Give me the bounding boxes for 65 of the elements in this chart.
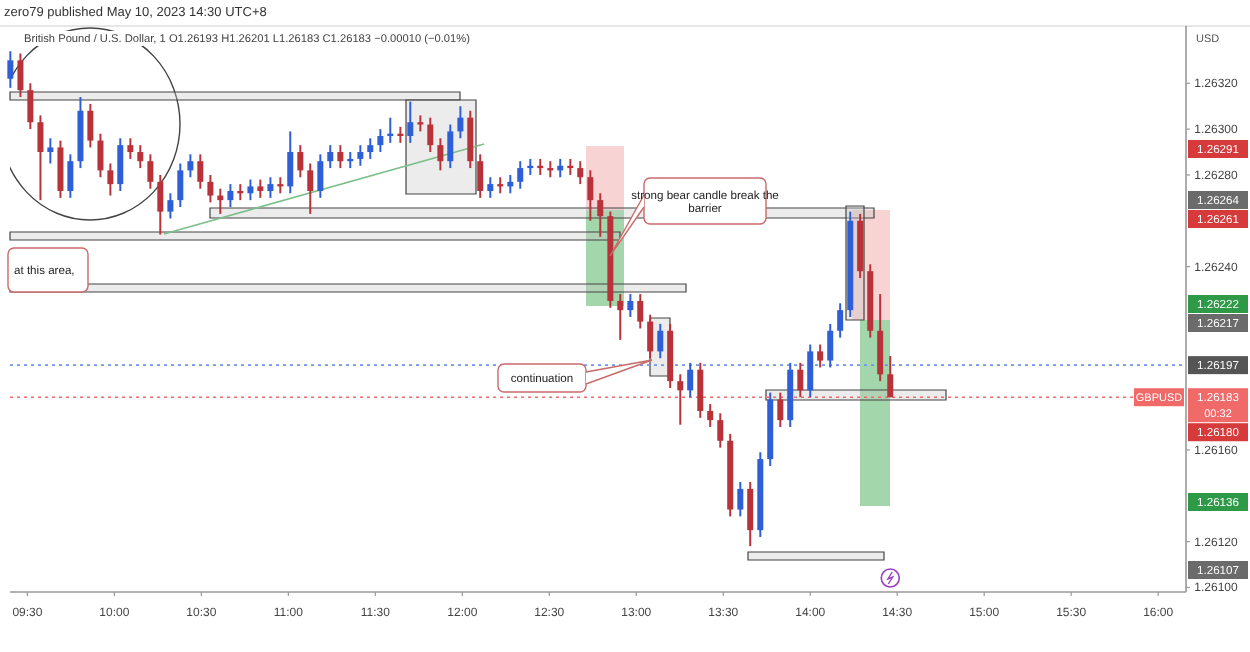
candlestick (17, 52, 24, 99)
candlestick (587, 169, 594, 222)
candlestick (657, 322, 664, 360)
candlestick (677, 373, 684, 426)
candlestick (817, 343, 824, 369)
candlestick (157, 173, 164, 236)
candlestick (27, 82, 34, 131)
candlestick (107, 162, 114, 197)
candlestick (167, 192, 174, 220)
candlestick (317, 153, 324, 199)
candlestick (267, 176, 274, 199)
candlestick (127, 137, 134, 160)
candlestick (517, 160, 524, 190)
candlestick (257, 178, 264, 199)
candlestick (687, 361, 694, 399)
candlestick (707, 403, 714, 429)
candlestick (247, 178, 254, 202)
candlestick (117, 137, 124, 192)
candlestick (627, 293, 634, 319)
candlestick (37, 114, 44, 202)
candlestick (427, 116, 434, 154)
candlestick (797, 361, 804, 399)
candlestick (57, 139, 64, 199)
candlestick (747, 481, 754, 548)
candlestick (7, 50, 14, 89)
candlestick (297, 144, 304, 179)
candlestick (187, 153, 194, 179)
candlestick (357, 144, 364, 167)
candlestick (67, 153, 74, 199)
candlestick (777, 391, 784, 429)
candlestick (337, 144, 344, 170)
candlestick (137, 144, 144, 170)
candlestick (227, 183, 234, 209)
candlestick (477, 153, 484, 199)
candlestick (47, 137, 54, 165)
candlestick (637, 293, 644, 330)
candlestick (177, 162, 184, 209)
candlestick (147, 153, 154, 190)
candlestick (887, 354, 894, 399)
candlestick (837, 302, 844, 339)
candlestick (377, 128, 384, 154)
candlestick (207, 173, 214, 204)
candlestick (877, 293, 884, 383)
candlestick (717, 412, 724, 449)
candlestick (577, 160, 584, 186)
candlestick (287, 130, 294, 195)
candlestick (487, 176, 494, 199)
candlestick (827, 322, 834, 369)
candlestick (617, 293, 624, 341)
candlestick (437, 137, 444, 172)
candlestick (807, 343, 814, 399)
candlestick (407, 100, 414, 144)
candlestick (307, 162, 314, 215)
candlestick (737, 481, 744, 518)
candlestick (87, 102, 94, 149)
candlestick (327, 144, 334, 170)
candlestick (197, 153, 204, 190)
candlestick (367, 137, 374, 160)
candlestick (457, 105, 464, 140)
candlestick (597, 192, 604, 238)
candlestick (97, 132, 104, 179)
candlestick (697, 361, 704, 419)
candlestick (647, 313, 654, 360)
candlestick (447, 123, 454, 170)
candlestick (467, 109, 474, 170)
